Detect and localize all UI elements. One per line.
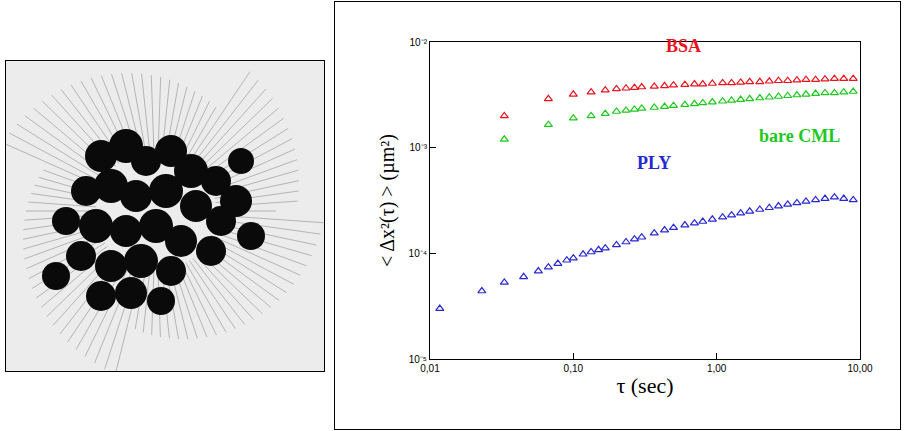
svg-text:PLY: PLY — [637, 153, 671, 173]
svg-text:10,00: 10,00 — [847, 363, 872, 374]
svg-text:0,01: 0,01 — [420, 363, 440, 374]
svg-text:10⁻³: 10⁻³ — [410, 142, 428, 153]
svg-text:10⁻²: 10⁻² — [410, 37, 428, 48]
svg-text:10⁻⁴: 10⁻⁴ — [409, 248, 427, 259]
svg-text:1,00: 1,00 — [707, 363, 727, 374]
svg-text:0,10: 0,10 — [564, 363, 584, 374]
svg-text:< Δx²(τ) > (µm²): < Δx²(τ) > (µm²) — [376, 134, 399, 267]
svg-text:τ (sec): τ (sec) — [616, 373, 673, 398]
svg-text:10⁻⁵: 10⁻⁵ — [409, 354, 427, 365]
svg-text:bare CML: bare CML — [759, 126, 840, 146]
svg-text:BSA: BSA — [666, 36, 701, 56]
